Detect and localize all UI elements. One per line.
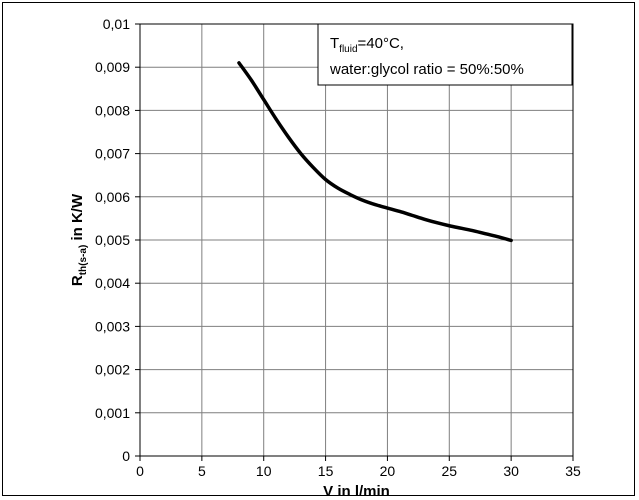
y-tick-label: 0	[122, 448, 130, 464]
y-axis-label-subscript: th(s-a)	[78, 245, 89, 276]
annotation-line-1-rest: =40°C,	[358, 35, 404, 52]
y-axis-label-suffix: in K/W	[69, 193, 86, 245]
y-tick-label: 0,007	[95, 146, 130, 162]
series-line	[237, 61, 513, 243]
y-tick-label: 0,005	[95, 232, 130, 248]
y-tick-label: 0,001	[95, 405, 130, 421]
y-tick-label: 0,009	[95, 59, 130, 75]
annotation-box: Tfluid=40°C, water:glycol ratio = 50%:50…	[317, 23, 573, 86]
x-tick-label: 0	[136, 463, 144, 479]
annotation-frame	[317, 23, 573, 86]
y-tick-label: 0,004	[95, 275, 130, 291]
y-axis-label: Rth(s-a) in K/W	[69, 193, 89, 286]
y-axis-label-main: R	[69, 275, 86, 286]
x-tick-label: 10	[256, 463, 272, 479]
annotation-line-1: Tfluid=40°C,	[330, 35, 404, 55]
annotation-line-1-subscript: fluid	[339, 44, 357, 55]
annotation-line-1-main: T	[330, 35, 339, 52]
y-tick-label: 0,01	[103, 16, 130, 32]
x-axis-label: V in l/min	[323, 483, 390, 500]
figure-frame	[2, 2, 635, 496]
y-tick-label: 0,006	[95, 189, 130, 205]
x-tick-label: 15	[318, 463, 334, 479]
x-tick-label: 20	[380, 463, 396, 479]
y-tick-labels: 0 0,001 0,002 0,003 0,004 0,005 0,006 0,007 0,00…	[95, 16, 140, 464]
x-tick-label: 5	[198, 463, 206, 479]
series-layer	[237, 61, 513, 243]
x-tick-labels: 0 5 10 15 20 25 30 35	[136, 456, 581, 479]
annotation-line-2: water:glycol ratio = 50%:50%	[329, 61, 524, 78]
x-tick-label: 30	[503, 463, 519, 479]
y-tick-label: 0,002	[95, 362, 130, 378]
x-tick-label: 35	[565, 463, 581, 479]
y-tick-label: 0,003	[95, 318, 130, 334]
x-tick-label: 25	[441, 463, 457, 479]
y-tick-label: 0,008	[95, 102, 130, 118]
